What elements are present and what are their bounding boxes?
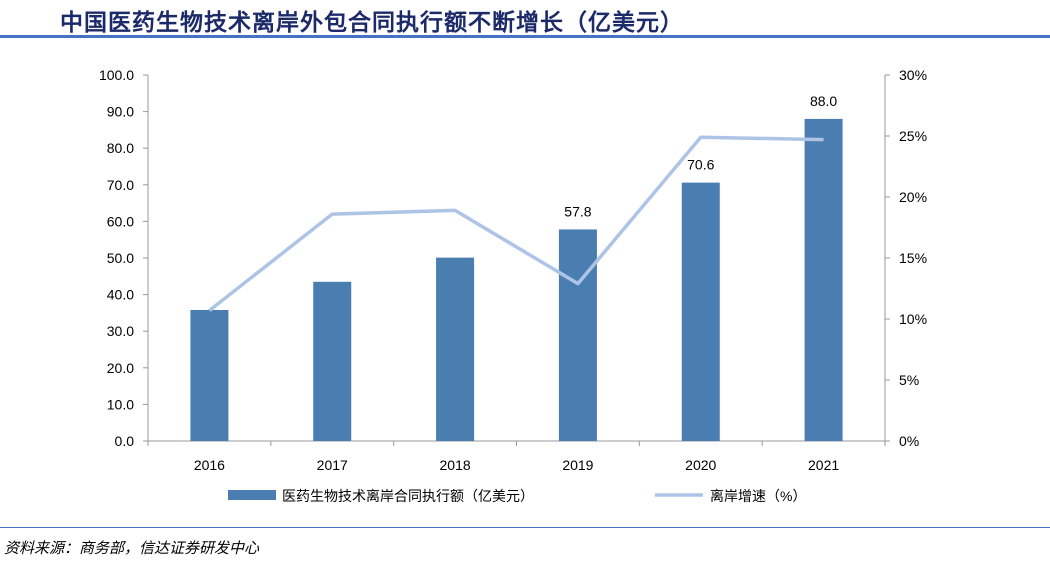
right-tick-label: 25% [899, 128, 927, 144]
title-divider [0, 35, 1050, 38]
left-tick-label: 80.0 [107, 140, 134, 156]
left-tick-label: 40.0 [107, 287, 134, 303]
source-note: 资料来源：商务部，信达证券研发中心 [4, 539, 260, 557]
right-tick-label: 20% [899, 189, 927, 205]
left-tick-label: 70.0 [107, 177, 134, 193]
left-tick-label: 10.0 [107, 396, 134, 412]
left-tick-label: 30.0 [107, 323, 134, 339]
bar-data-label: 88.0 [810, 93, 837, 109]
bar-2019 [558, 229, 597, 441]
combo-chart: 0.0 10.0 20.0 30.0 40.0 50.0 60.0 70.0 80.0 90.0 1… [99, 67, 927, 504]
right-tick-label: 0% [899, 433, 919, 449]
left-tick-label: 0.0 [115, 433, 135, 449]
chart-title: 中国医药生物技术离岸外包合同执行额不断增长（亿美元） [60, 9, 684, 36]
left-tick-label: 90.0 [107, 104, 134, 120]
left-tick-label: 20.0 [107, 360, 134, 376]
x-tick-label: 2020 [685, 457, 716, 473]
bar-data-label: 57.8 [564, 203, 591, 219]
bar-2017 [313, 281, 352, 441]
left-tick-label: 60.0 [107, 213, 134, 229]
legend-line-label: 离岸增速（%） [710, 488, 806, 504]
bar-2021 [804, 118, 843, 442]
right-tick-label: 15% [899, 250, 927, 266]
right-tick-label: 5% [899, 372, 919, 388]
bar-2020 [681, 182, 720, 441]
right-tick-label: 30% [899, 67, 927, 83]
legend-bar-label: 医药生物技术离岸合同执行额（亿美元） [282, 488, 534, 504]
bar-data-label: 70.6 [687, 157, 714, 173]
left-tick-label: 100.0 [99, 67, 134, 83]
left-tick-label: 50.0 [107, 250, 134, 266]
right-tick-label: 10% [899, 311, 927, 327]
footer-divider [0, 527, 1050, 528]
x-tick-label: 2017 [317, 457, 348, 473]
x-tick-label: 2018 [440, 457, 471, 473]
bar-2018 [436, 257, 475, 441]
bar-2016 [190, 309, 229, 441]
x-tick-label: 2016 [194, 457, 225, 473]
legend-bar-swatch [228, 490, 276, 500]
growth-line [208, 135, 824, 312]
x-tick-label: 2019 [562, 457, 593, 473]
x-tick-label: 2021 [808, 457, 839, 473]
